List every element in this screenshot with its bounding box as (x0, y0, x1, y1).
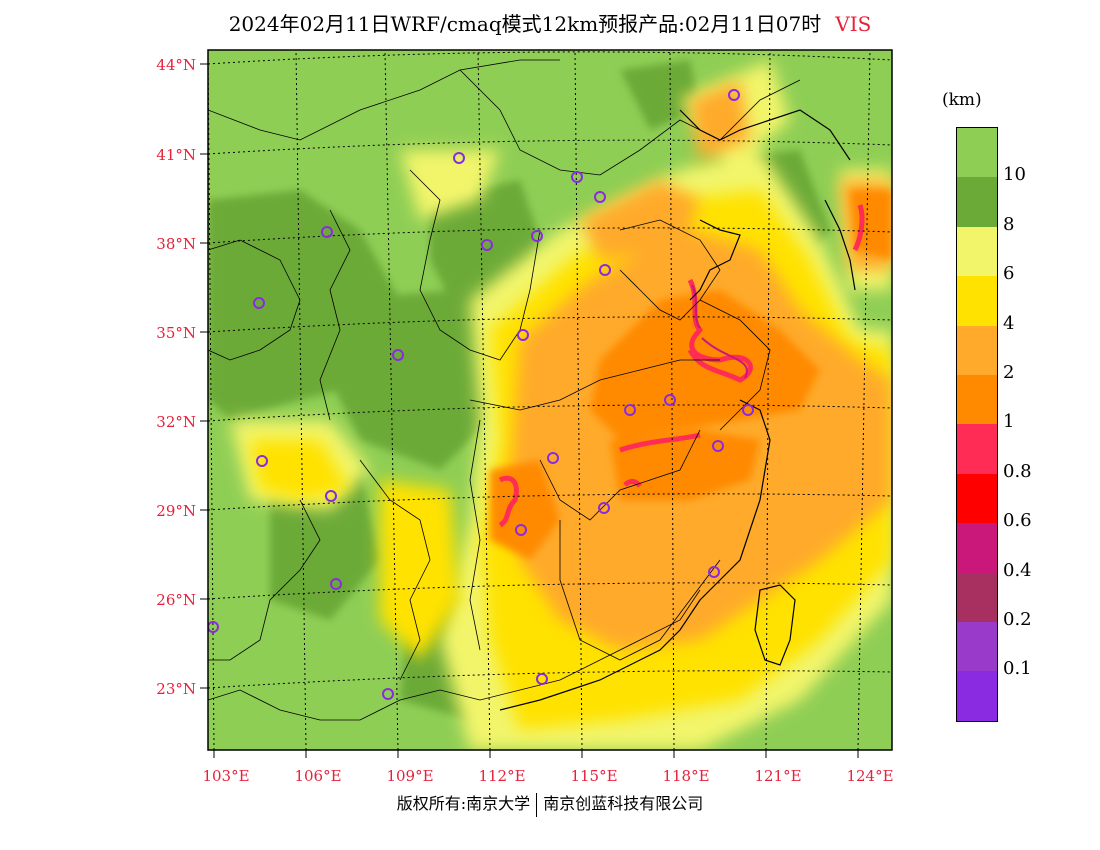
station-marker (712, 440, 724, 452)
credit-separator (536, 792, 538, 817)
station-marker (708, 566, 720, 578)
lat-label-35: 35°N (156, 324, 196, 342)
station-marker (515, 524, 527, 536)
station-marker (392, 349, 404, 361)
map-title: 2024年02月11日WRF/cmaq模式12km预报产品:02月11日07时 V… (0, 8, 1100, 37)
title-main: 2024年02月11日WRF/cmaq模式12km预报产品:02月11日07时 (228, 12, 822, 36)
station-marker (321, 226, 333, 238)
lon-label-124: 124°E (846, 767, 893, 785)
lon-label-115: 115°E (570, 767, 617, 785)
legend-swatch (957, 621, 997, 672)
legend-swatch (957, 128, 997, 178)
legend-label: 10 (1003, 164, 1026, 186)
lon-label-106: 106°E (294, 767, 341, 785)
axis-ticks (200, 63, 859, 758)
lon-label-109: 109°E (386, 767, 433, 785)
legend-label: 0.1 (1003, 658, 1032, 680)
station-marker (664, 394, 676, 406)
station-marker (571, 171, 583, 183)
station-marker (481, 239, 493, 251)
legend-swatch (957, 325, 997, 375)
copyright-credit: 版权所有:南京大学 南京创蓝科技有限公司 (0, 790, 1100, 817)
station-marker (728, 89, 740, 101)
administrative-borders (208, 59, 801, 721)
legend-unit: (km) (942, 90, 982, 110)
legend-label: 0.6 (1003, 510, 1032, 532)
station-marker (598, 502, 610, 514)
station-marker (547, 452, 559, 464)
station-marker (624, 404, 636, 416)
station-marker (531, 230, 543, 242)
longitude-labels: 103°E 106°E 109°E 112°E 115°E 118°E 121°… (202, 767, 893, 785)
legend-label: 0.8 (1003, 460, 1032, 482)
station-marker (517, 329, 529, 341)
lat-label-32: 32°N (156, 413, 196, 431)
lat-label-23: 23°N (156, 680, 196, 698)
station-marker (536, 673, 548, 685)
credit-right: 南京创蓝科技有限公司 (543, 794, 704, 813)
title-variable: VIS (835, 12, 872, 36)
legend-label: 1 (1003, 411, 1015, 433)
lat-label-44: 44°N (156, 56, 196, 74)
lat-label-41: 41°N (156, 146, 196, 164)
coastline (499, 109, 856, 711)
visibility-band-0_4km (691, 284, 748, 379)
legend-swatch (957, 671, 997, 721)
lat-label-26: 26°N (156, 591, 196, 609)
station-marker (256, 455, 268, 467)
legend-swatch (957, 523, 997, 573)
station-marker (599, 264, 611, 276)
lat-label-38: 38°N (156, 235, 196, 253)
latitude-labels: 44°N 41°N 38°N 35°N 32°N 29°N 26°N 23°N (156, 56, 196, 698)
plot-frame (207, 49, 893, 751)
legend-swatch (957, 276, 997, 326)
legend-label: 0.2 (1003, 609, 1032, 630)
lon-label-118: 118°E (662, 767, 709, 785)
legend-label: 4 (1003, 312, 1015, 334)
lon-label-121: 121°E (754, 767, 801, 785)
legend-swatch (957, 572, 997, 622)
legend-swatch (957, 374, 997, 425)
station-marker (594, 191, 606, 203)
station-marker (382, 688, 394, 700)
credit-left: 版权所有:南京大学 (396, 794, 531, 813)
legend-label: 8 (1003, 213, 1015, 235)
color-legend (956, 127, 998, 722)
legend-swatch (957, 424, 997, 474)
legend-label: 0.4 (1003, 559, 1032, 581)
station-markers (208, 89, 754, 700)
legend-label: 6 (1003, 263, 1015, 285)
station-marker (208, 621, 219, 633)
graticule (208, 50, 892, 750)
map-plot-area (208, 50, 892, 750)
lat-label-29: 29°N (156, 502, 196, 520)
lon-label-103: 103°E (202, 767, 249, 785)
legend-label: 2 (1003, 362, 1015, 383)
legend-swatch (957, 473, 997, 524)
station-marker (253, 297, 265, 309)
station-marker (325, 490, 337, 502)
station-marker (330, 578, 342, 590)
lon-label-112: 112°E (478, 767, 525, 785)
legend-swatch (957, 177, 997, 227)
station-marker (453, 152, 465, 164)
visibility-band-0_8km (498, 204, 865, 528)
station-marker (742, 404, 754, 416)
legend-swatch (957, 226, 997, 277)
